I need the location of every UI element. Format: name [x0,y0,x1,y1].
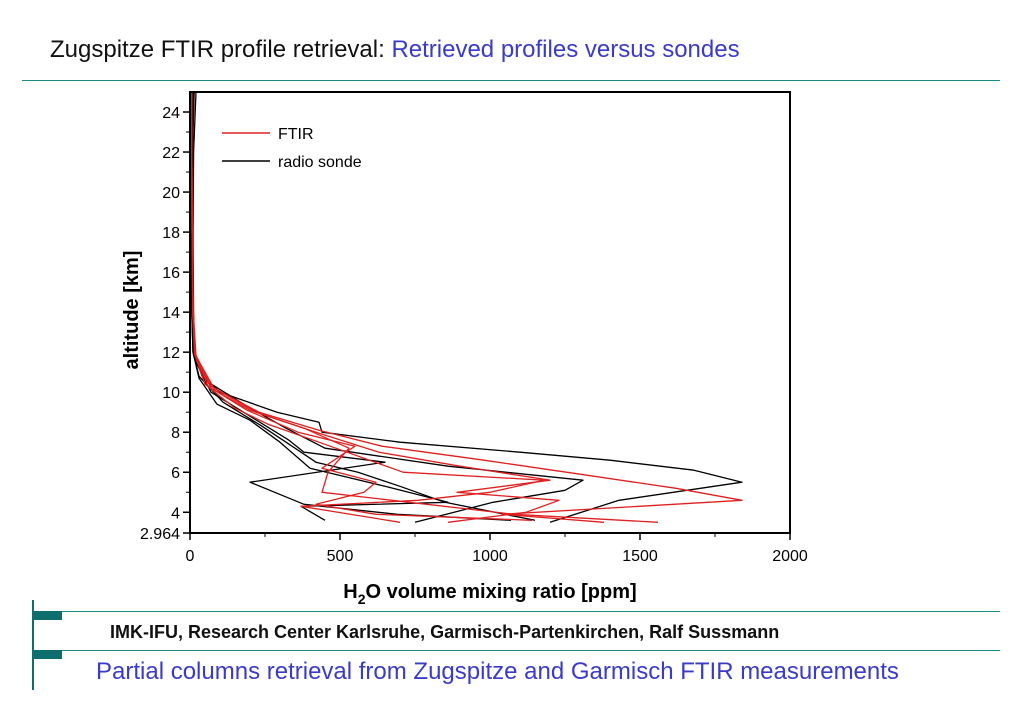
axis-layer: 0 500 1000 1500 2000 2.964 4 6 8 10 12 14 16 18 20 22 24 [140,105,808,565]
series-line-ftir-3 [190,92,533,521]
y-tick-label-9: 20 [162,185,180,202]
x-axis-label: H2O volume mixing ratio [ppm] [343,581,636,607]
y-tick-label-0: 2.964 [140,526,180,543]
y-tick-label-6: 14 [162,305,180,322]
legend-label-radio-sonde: radio sonde [278,154,362,171]
x-tick-label-1: 500 [327,548,354,565]
series-line-sonde-6 [191,91,584,523]
corner-bracket-top [32,611,62,620]
series-line-ftir-4 [190,92,545,523]
footer-divider-bottom [36,650,1000,651]
x-tick-label-0: 0 [186,548,195,565]
institute-credit: IMK-IFU, Research Center Karlsruhe, Garm… [110,622,780,642]
y-tick-label-8: 18 [162,225,180,242]
page-title: Zugspitze FTIR profile retrieval: Retrie… [50,36,740,64]
title-highlight: Retrieved profiles versus sondes [391,36,740,63]
x-tick-label-4: 2000 [772,548,808,565]
footer-divider-top [36,611,1000,612]
title-prefix: Zugspitze FTIR profile retrieval: [50,36,392,63]
header-divider [22,80,1000,81]
y-tick-label-7: 16 [162,265,180,282]
series-layer [190,91,743,523]
x-tick-label-3: 1500 [622,548,658,565]
y-tick-label-10: 22 [162,145,180,162]
presentation-subtitle: Partial columns retrieval from Zugspitze… [96,658,899,685]
y-tick-label-5: 12 [162,345,180,362]
y-tick-label-2: 6 [171,465,180,482]
x-axis-label-rest: O volume mixing ratio [ppm] [366,581,637,603]
corner-bracket-bottom [32,650,62,659]
y-tick-label-1: 4 [171,505,180,522]
y-axis-label: altitude [km] [121,251,143,370]
y-tick-label-11: 24 [162,105,180,122]
series-line-ftir-1 [190,91,743,523]
y-tick-label-4: 10 [162,385,180,402]
x-axis-label-subscript: 2 [358,591,366,607]
y-tick-label-3: 8 [171,425,180,442]
legend-label-ftir: FTIR [278,126,314,143]
series-line-ftir-2 [190,91,560,523]
legend: FTIR radio sonde [222,126,362,171]
corner-bracket-vertical [32,600,34,690]
series-line-sonde-8 [190,91,536,521]
x-axis-label-main: H [343,581,357,603]
x-tick-label-2: 1000 [472,548,508,565]
